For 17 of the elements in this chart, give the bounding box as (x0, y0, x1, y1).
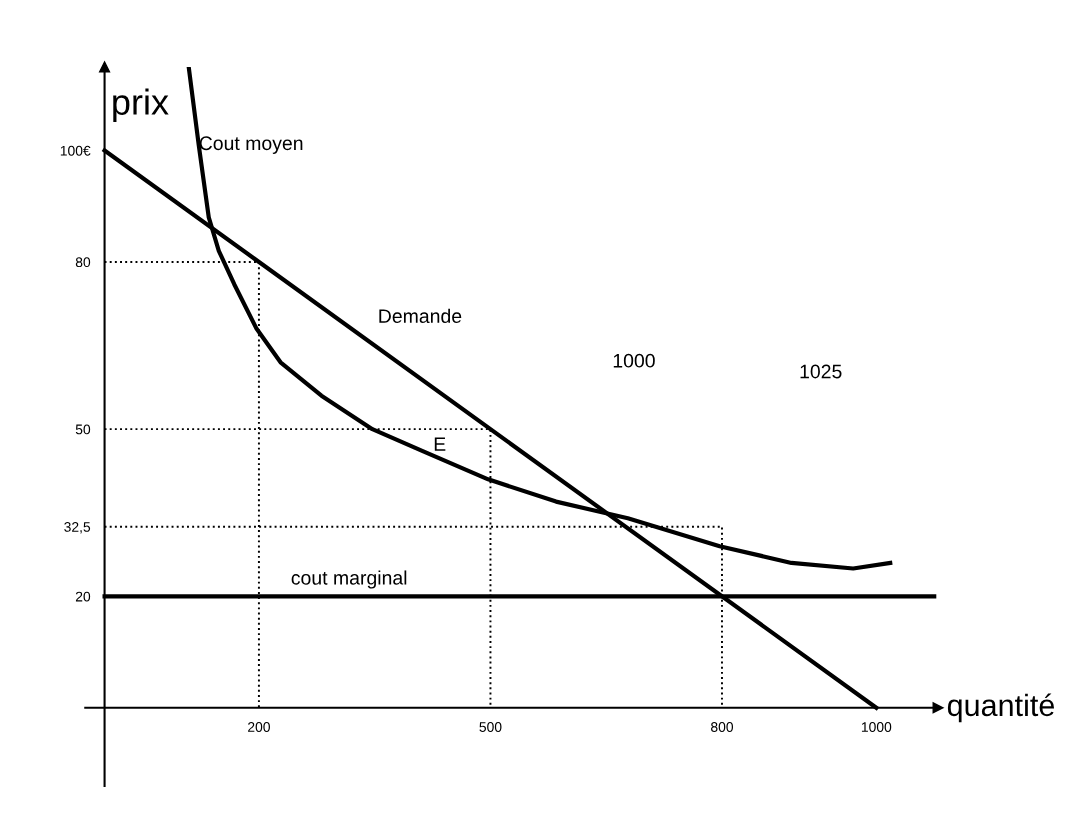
x-tick-label: 200 (248, 722, 270, 732)
x-tick-label: 1000 (861, 722, 892, 732)
y-tick-label: 100€ (60, 145, 91, 156)
y-tick-label: 20 (75, 591, 91, 602)
y-tick-label: 32,5 (64, 522, 91, 534)
x-tick-label: 800 (711, 722, 734, 732)
annotation: Demande (379, 308, 462, 324)
x-tick-label: 500 (479, 722, 502, 732)
y-tick-label: 80 (75, 257, 91, 268)
annotation: cout marginal (291, 570, 407, 589)
y-axis-title: prix (113, 88, 169, 123)
annotation: E (434, 437, 446, 451)
annotation: 1000 (613, 353, 655, 368)
x-axis-title: quantité (947, 693, 1054, 723)
annotation: 1025 (800, 364, 842, 379)
y-tick-label: 50 (75, 424, 91, 435)
annotation: Cout moyen (199, 136, 303, 154)
